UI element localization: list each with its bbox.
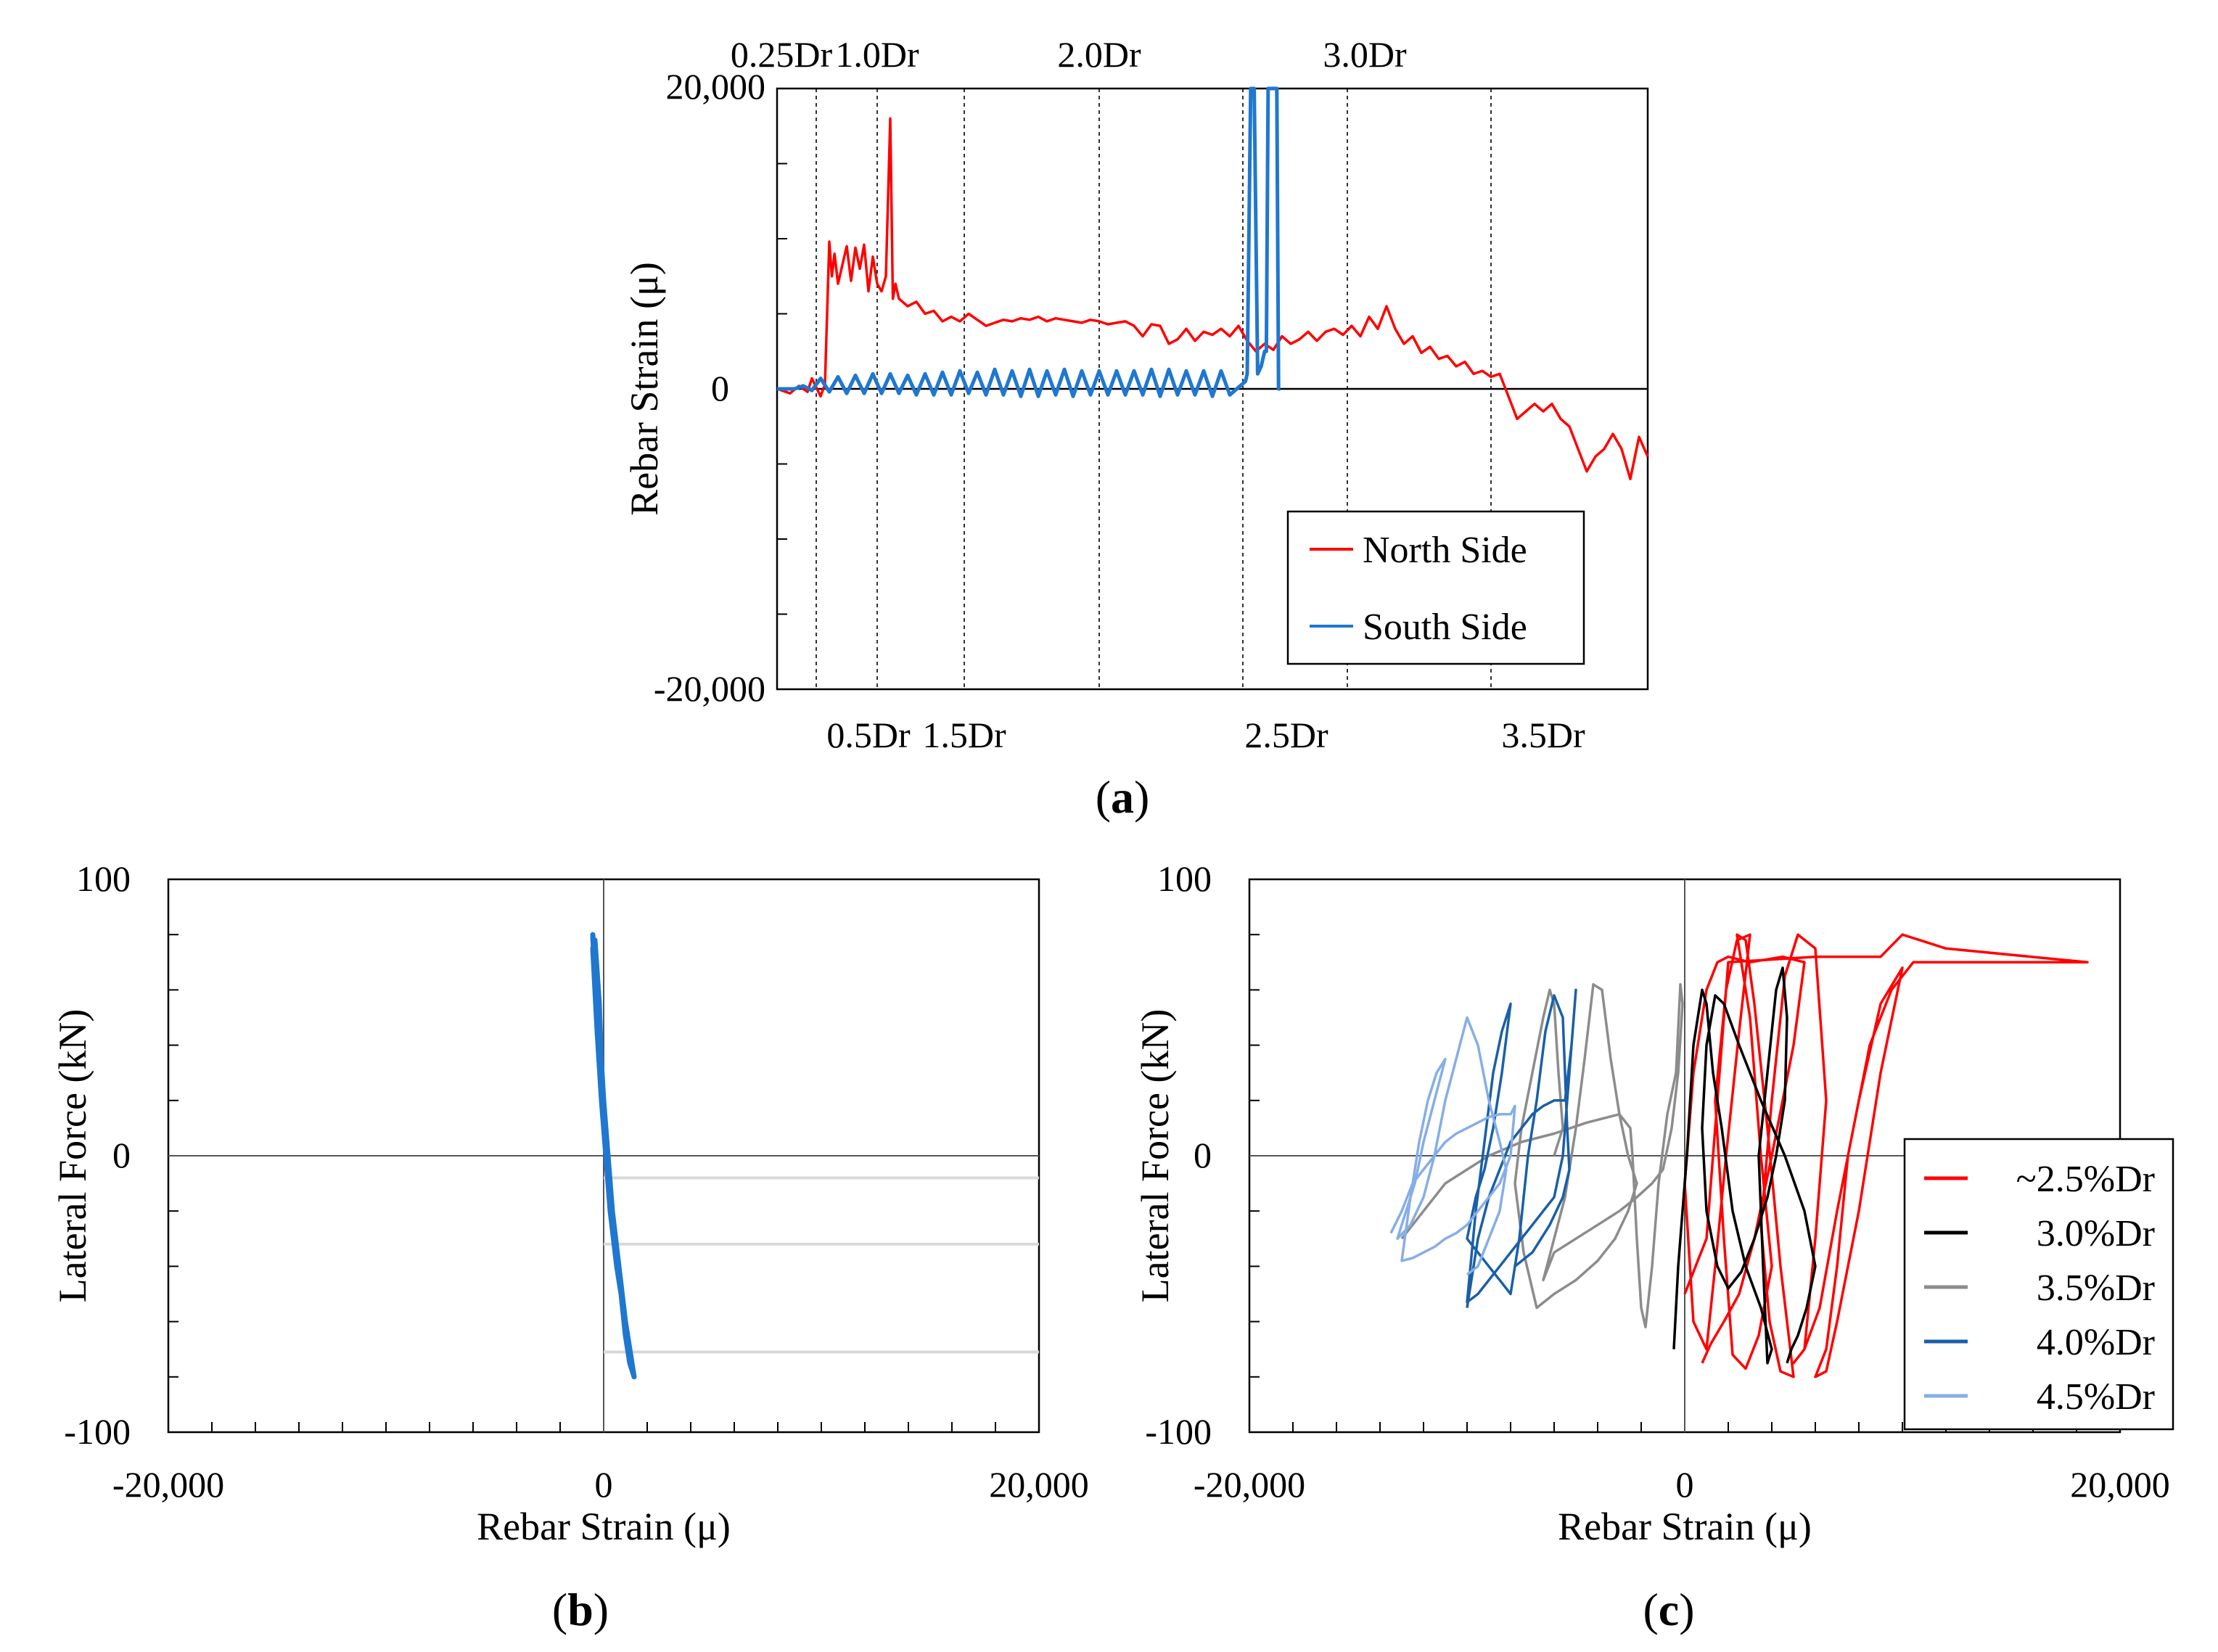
series-line-3-0-dr: [1672, 966, 1817, 1365]
panel-a-drift-label: 3.0Dr: [1323, 34, 1407, 75]
panel-c-legend: ~2.5%Dr 3.0%Dr 3.5%Dr 4.0%Dr 4.5%Dr: [1903, 1138, 2174, 1431]
legend-label-south-side: South Side: [1363, 607, 1527, 648]
panel-a-drift-label: 3.5Dr: [1501, 715, 1585, 755]
panel-b-faint-lines: [604, 1176, 1039, 1354]
panel-c-x-axis-title: Rebar Strain (μ): [1558, 1505, 1812, 1548]
panel-c-y-axis-title: Lateral Force (kN): [1133, 1009, 1177, 1303]
legend-label-4-5-dr: 4.5%Dr: [2037, 1376, 2155, 1418]
panel-a-drift-label: 0.5Dr: [826, 715, 911, 755]
panel-c-label: (c): [1643, 1584, 1694, 1635]
series-line-south-side-hysteresis: [590, 932, 637, 1380]
series-line-4-0-dr: [1466, 988, 1577, 1308]
panel-b-y-tick-label: 100: [76, 858, 131, 899]
legend-label-3-5-dr: 3.5%Dr: [2037, 1267, 2155, 1309]
panel-b-y-tick-label: -100: [64, 1411, 131, 1452]
panel-c-y-tick-label: -100: [1145, 1411, 1212, 1452]
series-line-3-5-dr: [1400, 983, 1684, 1328]
panel-c-x-tick-label: -20,000: [1194, 1464, 1305, 1505]
panel-b-y-tick-label: 0: [112, 1135, 131, 1175]
panel-c-y-tick-label: 100: [1157, 858, 1212, 899]
panel-b-chart: 100 0 -100 -20,000 0 20,000 Rebar Strain…: [51, 858, 1089, 1635]
panel-c-legend-items: ~2.5%Dr 3.0%Dr 3.5%Dr 4.0%Dr 4.5%Dr: [1924, 1159, 2155, 1418]
panel-b-series: [590, 932, 637, 1380]
panel-c-x-tick-label: 0: [1676, 1464, 1694, 1505]
series-line-south-side: [777, 86, 1281, 398]
panel-a-series: [776, 86, 1649, 480]
series-line-2-5-dr: [1683, 933, 2089, 1378]
legend-label-north-side: North Side: [1363, 530, 1527, 571]
series-line-north-side: [776, 117, 1649, 480]
panel-c-legend-box: [1903, 1138, 2174, 1431]
panel-b-x-axis-title: Rebar Strain (μ): [477, 1505, 731, 1548]
panel-c-series: [1389, 933, 2089, 1378]
panel-a-y-axis-title: Rebar Strain (μ): [623, 262, 666, 516]
panel-a-y-tick-label: 20,000: [666, 66, 766, 107]
panel-b-x-tick-label: -20,000: [112, 1464, 224, 1505]
panel-a-y-tick-label: 0: [711, 368, 729, 408]
panel-a-y-tick-label: -20,000: [654, 668, 765, 709]
panel-a-drift-label: 2.0Dr: [1057, 34, 1141, 75]
legend-label-3-0-dr: 3.0%Dr: [2037, 1213, 2155, 1254]
legend-label-2-5-dr: ~2.5%Dr: [2016, 1159, 2155, 1200]
panel-c-chart: 100 0 -100 -20,000 0 20,000 Rebar Strain…: [1133, 858, 2174, 1635]
panel-c-label-letter: c: [1659, 1584, 1679, 1635]
panel-b-x-tick-label: 20,000: [989, 1464, 1089, 1505]
panel-b-label: (b): [552, 1584, 609, 1635]
panel-a-legend-box: [1286, 510, 1585, 665]
panel-a-legend: North Side South Side: [1286, 510, 1585, 665]
panel-a-label-letter: a: [1111, 771, 1134, 823]
panel-c-y-tick-label: 0: [1194, 1135, 1212, 1175]
panel-a-drift-label: 1.0Dr: [835, 34, 919, 75]
panel-a-label: (a): [1096, 771, 1150, 823]
panel-a-drift-labels: 0.25Dr 1.0Dr 0.5Dr 1.5Dr 2.0Dr 2.5Dr 3.0Dr 3.5D…: [731, 34, 1585, 755]
panel-a-drift-label: 0.25Dr: [731, 34, 833, 75]
panel-b-x-tick-label: 0: [595, 1464, 613, 1505]
series-line-4-5-dr: [1389, 1016, 1516, 1276]
panel-a-chart: 20,000 0 -20,000 Rebar Strain (μ) 0.25Dr…: [623, 34, 1649, 823]
panel-a-drift-label: 1.5Dr: [922, 715, 1006, 755]
legend-label-4-0-dr: 4.0%Dr: [2037, 1322, 2155, 1363]
panel-a-drift-label: 2.5Dr: [1244, 715, 1328, 755]
panel-c-x-tick-label: 20,000: [2070, 1464, 2170, 1505]
panel-b-label-letter: b: [567, 1584, 593, 1635]
panel-b-y-axis-title: Lateral Force (kN): [51, 1009, 94, 1303]
